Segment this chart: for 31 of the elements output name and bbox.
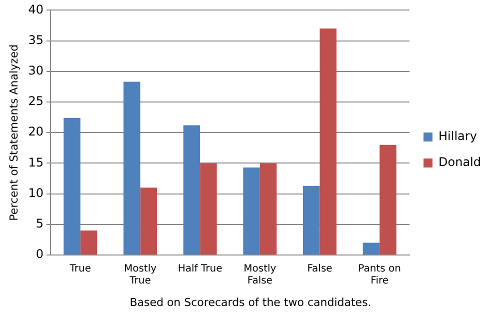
legend-label: Hillary: [438, 129, 477, 144]
y-tick-label: 25: [28, 94, 44, 108]
y-tick-label: 15: [28, 155, 44, 170]
bar: [64, 118, 80, 254]
legend-label: Donald: [438, 155, 482, 170]
y-tick-label: 5: [36, 216, 44, 231]
y-tick-label: 20: [28, 124, 44, 139]
y-tick-label: 35: [28, 32, 44, 47]
bar: [80, 230, 98, 254]
x-tick-label: Mostly True: [124, 264, 157, 287]
y-tick-label: 10: [28, 186, 44, 200]
bar: [260, 163, 277, 254]
y-tick-label: 40: [28, 2, 44, 16]
x-tick-label: True: [68, 264, 92, 275]
y-tick-label: 30: [28, 64, 44, 78]
bar: [243, 167, 260, 254]
x-tick-label: Mostly False: [244, 264, 276, 287]
bar: [302, 186, 320, 254]
x-tick-label: False: [307, 264, 332, 275]
bar: [380, 144, 396, 254]
bar: [320, 28, 337, 254]
bar: [200, 163, 217, 254]
y-axis-title: Percent of Statements Analyzed: [7, 44, 20, 221]
bar: [362, 242, 380, 254]
text: Based on Scorecards of the two candidates.: [128, 296, 372, 309]
bar: [183, 125, 200, 254]
x-tick-label: Half True: [178, 264, 222, 275]
y-tick-label: 0: [36, 247, 44, 262]
bar: [123, 82, 140, 254]
bar: [140, 188, 157, 254]
x-tick-label: Pants on Fire: [358, 264, 401, 287]
